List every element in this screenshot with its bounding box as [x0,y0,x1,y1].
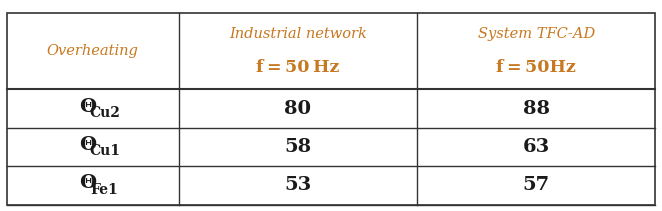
Text: Cu2: Cu2 [89,106,120,120]
Text: Θ: Θ [79,174,96,192]
Text: 88: 88 [523,100,549,118]
Text: Industrial network: Industrial network [229,27,367,41]
Text: 57: 57 [522,176,549,195]
Text: Fe1: Fe1 [91,183,118,197]
Text: 53: 53 [284,176,311,195]
Text: Θ: Θ [79,136,96,154]
Text: f = 50Hz: f = 50Hz [496,60,576,76]
Text: 58: 58 [284,138,311,156]
Text: Overheating: Overheating [46,44,138,58]
Text: Θ: Θ [79,97,96,116]
Text: System TFC-AD: System TFC-AD [477,27,594,41]
Text: 63: 63 [522,138,550,156]
Text: f = 50 Hz: f = 50 Hz [256,60,340,76]
Text: 80: 80 [284,100,311,118]
Text: Cu1: Cu1 [89,144,120,158]
